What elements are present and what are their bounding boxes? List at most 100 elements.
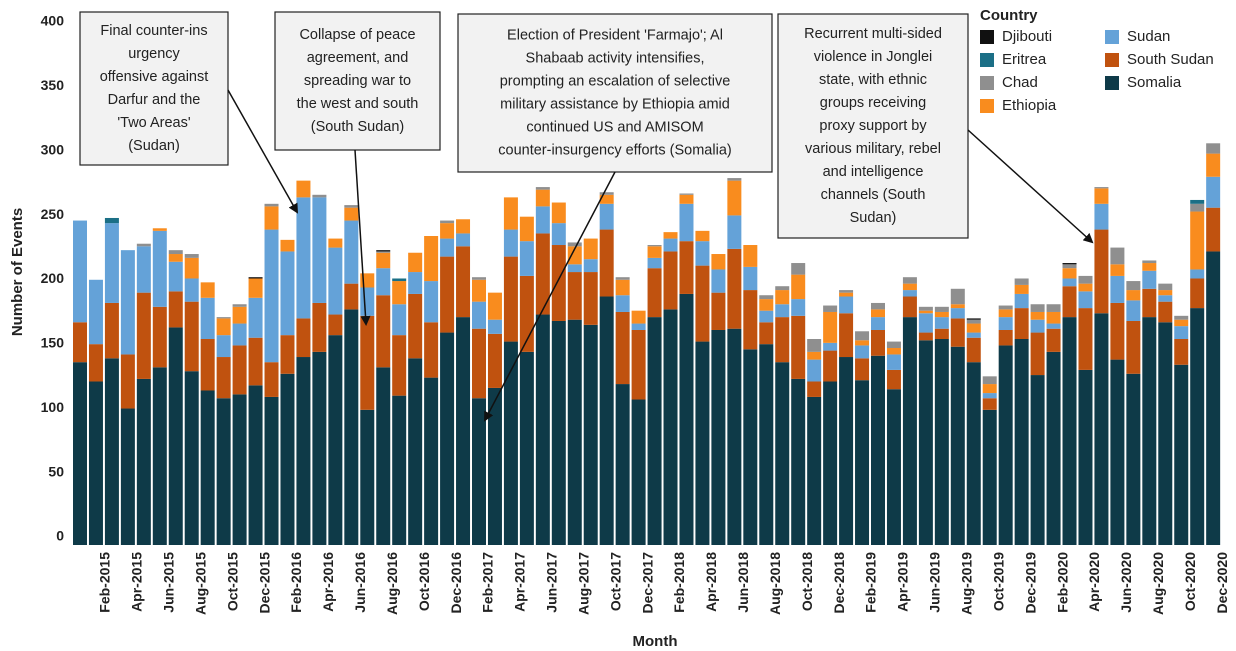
bar-segment [1190,211,1205,270]
legend-label: Sudan [1127,28,1170,45]
bar-segment [1094,188,1109,204]
bar-segment [248,337,263,386]
bar-segment [120,354,135,409]
bar-segment [344,207,359,221]
bar-segment [264,396,279,545]
bar-segment [1126,290,1141,301]
annotation-text: continued US and AMISOM [526,119,703,135]
bar-segment [1158,322,1173,545]
bar-segment [312,302,327,352]
bar-segment [1078,308,1093,370]
bar-segment [280,239,295,252]
bar-segment [1110,275,1125,303]
bar-segment [551,223,566,246]
bar-segment [551,245,566,321]
bar-segment [184,278,199,302]
bar-segment [886,389,901,545]
legend-label: South Sudan [1127,51,1214,68]
bar-segment [567,264,582,273]
bar-segment [950,346,965,545]
bar-segment [1174,319,1189,327]
bar-segment [839,292,854,297]
bar-segment [104,217,119,224]
annotation-box [457,13,773,173]
x-tick-label: Feb-2018 [671,552,687,613]
bar-segment [152,306,167,368]
bar-segment [216,318,231,336]
bar-segment [73,362,87,545]
bar-segment [216,398,231,545]
bar-segment [440,256,455,333]
bar-segment [1078,275,1093,284]
x-tick-label: Dec-2019 [1022,552,1038,614]
bar-segment [918,313,933,333]
bar-segment [1030,311,1045,320]
bar-segment [376,367,391,545]
x-tick-label: Apr-2020 [1086,552,1102,612]
bar-segment [296,318,311,358]
bar-segment [1190,269,1205,279]
bar-segment [232,304,247,307]
bar-segment [328,238,343,248]
bar-segment [823,305,838,312]
bar-segment [535,187,550,190]
annotation-text: state, with ethnic [819,72,927,88]
bar-segment [855,345,870,359]
bar-segment [695,341,710,545]
bar-segment [663,309,678,545]
bar-segment [1062,317,1077,545]
bar-segment [104,358,119,545]
bar-segment [456,246,471,318]
annotation-box [777,13,969,239]
x-tick-label: Dec-2020 [1214,552,1230,614]
bar-segment [599,203,614,230]
bar-segment [168,327,183,545]
bar-segment [1142,260,1157,264]
bar-segment [1142,263,1157,271]
bar-segment [823,342,838,351]
legend-swatch [1105,76,1119,90]
bar-segment [934,328,949,339]
bar-segment [934,339,949,545]
annotation-text: Collapse of peace [299,27,415,43]
bar-segment [583,272,598,325]
annotation-text: counter-insurgency efforts (Somalia) [498,142,731,158]
bar-segment [1142,288,1157,318]
bar-segment [966,323,981,333]
bar-segment [775,286,790,291]
bar-segment [1190,199,1205,204]
bar-segment [535,233,550,315]
bar-segment [1174,364,1189,545]
bar-segment [232,345,247,395]
bar-segment [855,358,870,381]
bar-segment [679,293,694,545]
x-tick-label: Aug-2015 [192,552,208,615]
bar-segment [360,287,375,316]
bar-segment [1110,247,1125,265]
bar-segment [918,332,933,341]
annotation-text: (South Sudan) [311,119,405,135]
bar-segment [823,311,838,343]
bar-segment [392,278,407,282]
bar-segment [807,339,822,352]
bar-segment [408,358,423,545]
bar-segment [535,189,550,207]
x-tick-label: Oct-2017 [607,552,623,611]
annotation-arrow [967,129,1094,244]
bar-segment [392,304,407,336]
bar-segment [472,398,486,545]
annotation-text: Election of President 'Farmajo'; Al [507,27,723,43]
bar-segment [1126,373,1141,545]
annotation-arrow [354,149,371,326]
bar-segment [615,295,630,312]
bar-segment [631,310,646,324]
bar-segment [1158,283,1173,291]
bar-segment [1094,203,1109,230]
bar-segment [168,254,183,262]
bar-segment [344,283,359,310]
legend-swatch [1105,30,1119,44]
bar-segment [823,350,838,382]
bar-segment [743,349,758,545]
bar-segment [583,238,598,260]
bar-segment [1142,270,1157,289]
